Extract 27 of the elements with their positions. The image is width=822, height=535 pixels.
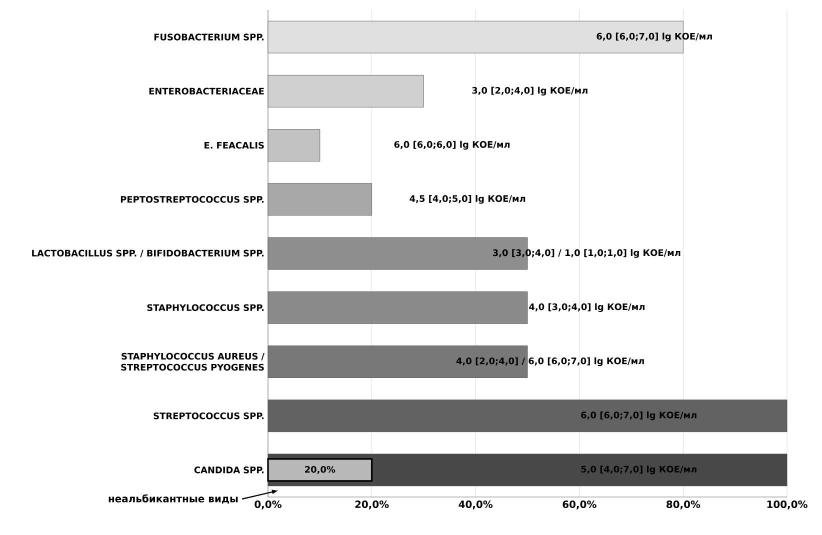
y-tick-label: STAPHYLOCOCCUS AUREUS / STREPTOCOCCUS PYOGENES [121, 352, 264, 371]
y-tick-label: FUSOBACTERIUM SPP. [154, 34, 264, 40]
y-tick-label: STAPHYLOCOCCUS SPP. [147, 304, 264, 312]
annotation: 5,0 [4,0;7,0] lg КОЕ/мл [581, 466, 696, 474]
data-label: 20,0% [305, 466, 336, 474]
annotation: 4,5 [4,0;5,0] lg КОЕ/мл [410, 195, 526, 204]
annotation: 6,0 [6,0;7,0] lg КОЕ/мл [596, 32, 712, 42]
x-tick-label: 0,0% [254, 500, 282, 510]
x-tick-label: 20,0% [355, 500, 389, 510]
annotation: 4,0 [2,0;4,0] / 6,0 [6,0;7,0] lg КОЕ/мл [456, 357, 644, 366]
y-tick-label: E. FEACALIS [204, 142, 264, 149]
annotation: 3,0 [2,0;4,0] lg КОЕ/мл [472, 86, 588, 96]
annotation: 3,0 [3,0;4,0] / 1,0 [1,0;1,0] lg КОЕ/мл [492, 249, 680, 258]
x-tick-label: 100,0% [767, 500, 808, 510]
annotation: 6,0 [6,0;7,0] lg КОЕ/мл [581, 411, 696, 420]
bar [267, 458, 373, 482]
y-tick-label: PEPTOSTREPTOCOCCUS SPP. [120, 196, 264, 203]
x-tick-label: 80,0% [666, 500, 700, 510]
y-tick-label: CANDIDA SPP. [194, 466, 264, 474]
x-tick-label: 60,0% [562, 500, 596, 510]
text: неальбикантные виды [108, 494, 238, 504]
y-tick-label: LACTOBACILLUS SPP. / BIFIDOBACTERIUM SPP. [32, 250, 264, 258]
y-tick-label: ENTEROBACTERIACEAE [149, 88, 264, 95]
annotation: 6,0 [6,0;6,0] lg КОЕ/мл [394, 140, 510, 150]
annotation: 4,0 [3,0;4,0] lg КОЕ/мл [529, 303, 644, 312]
x-tick-label: 40,0% [458, 500, 493, 510]
y-tick-label: STREPTOCOCCUS SPP. [154, 412, 264, 420]
